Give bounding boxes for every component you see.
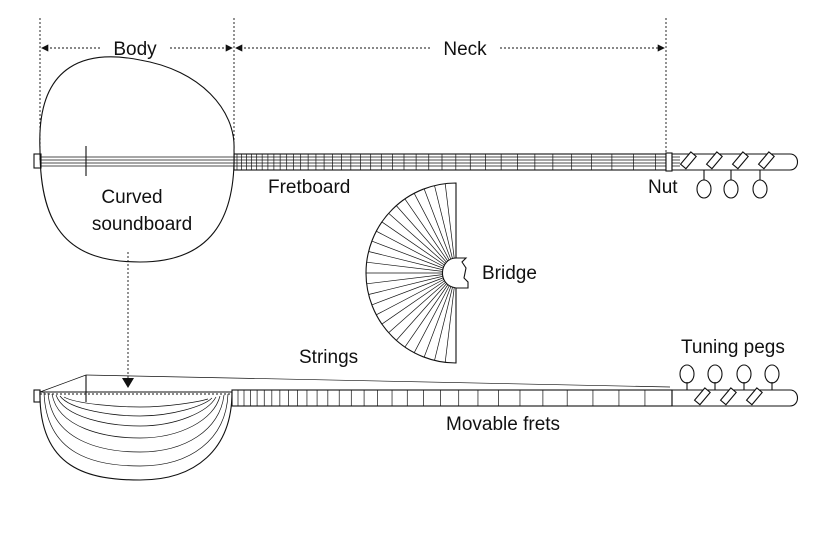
fan-rib — [396, 205, 457, 274]
bridge-piece — [441, 257, 469, 289]
fan-rib — [404, 272, 457, 348]
headstock-top-view — [671, 153, 799, 171]
fan-rib — [368, 251, 457, 274]
label-nut: Nut — [648, 177, 678, 198]
label-curved: Curved — [101, 187, 162, 208]
fan-rib — [368, 272, 457, 295]
label-soundboard: soundboard — [92, 214, 192, 235]
fan-rib — [371, 272, 457, 306]
strings-top-view — [40, 156, 680, 167]
fretboard-frets — [236, 154, 656, 170]
fan-rib — [376, 230, 457, 274]
label-bridge: Bridge — [482, 263, 537, 284]
tailpiece — [33, 153, 42, 169]
fan-rib — [413, 272, 457, 353]
fan-rib — [366, 272, 457, 285]
label-strings: Strings — [299, 347, 358, 368]
fan-rib — [366, 261, 457, 274]
fan-rib — [396, 272, 457, 341]
dimension-lines — [39, 18, 667, 160]
neck-top-view — [233, 153, 667, 171]
label-tuning-pegs: Tuning pegs — [681, 337, 785, 358]
fan-rib — [381, 221, 457, 274]
label-fretboard: Fretboard — [268, 177, 350, 198]
headstock-side-view — [671, 389, 799, 407]
fan-rib — [376, 272, 457, 316]
label-body: Body — [113, 39, 157, 60]
tailpiece-side — [33, 389, 41, 403]
movable-frets — [237, 390, 646, 406]
label-movable-frets: Movable frets — [446, 414, 560, 435]
fan-rib — [388, 213, 457, 274]
neck-side-view — [231, 389, 673, 407]
fan-rib — [381, 272, 457, 325]
strings-side-view — [39, 374, 671, 395]
fan-rib — [371, 240, 457, 274]
tuning-pegs-side — [679, 364, 780, 390]
nut-top-view — [665, 152, 673, 172]
bowl-side-view — [39, 389, 233, 481]
peg-slots-top — [679, 151, 775, 170]
soundboard-pointer-arrow — [122, 378, 134, 388]
peg-slots-side — [693, 387, 763, 406]
tuning-pegs-top — [696, 170, 768, 199]
body-top-view — [39, 56, 235, 263]
label-neck: Neck — [443, 39, 487, 60]
fan-rib — [388, 272, 457, 333]
